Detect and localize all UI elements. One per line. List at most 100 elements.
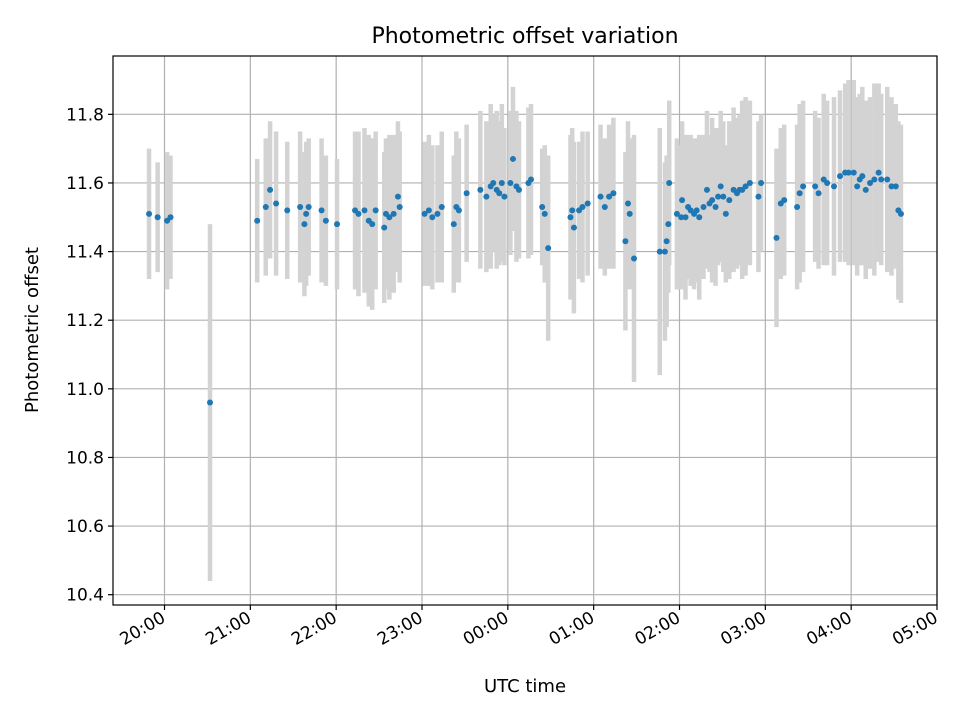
y-axis-ticks: 10.4 10.6 10.8 11.0 11.2 11.4 11.6 11.8 [66,105,113,606]
data-point [477,186,484,193]
data-point [334,221,341,228]
data-point [496,190,503,197]
data-point [845,169,852,176]
data-point [888,183,895,190]
data-point [755,193,762,200]
data-point [678,214,685,221]
data-point [396,203,403,210]
data-point [501,193,508,200]
data-point [742,183,749,190]
x-axis-label: UTC time [484,676,566,697]
grid-lines [113,56,938,605]
data-point [303,210,310,217]
data-point [897,210,904,217]
data-point [661,248,668,255]
data-point [498,179,505,186]
data-point [626,210,633,217]
data-point [579,203,586,210]
data-point [824,179,831,186]
data-point [273,200,280,207]
data-point [773,234,780,241]
data-point [850,169,857,176]
data-point [545,245,552,252]
data-point [700,203,707,210]
data-point [682,214,689,221]
data-point [154,214,161,221]
data-point [381,224,388,231]
data-point [663,238,670,245]
data-point [703,186,710,193]
data-point [631,255,638,262]
data-point [610,190,617,197]
data-point [463,190,470,197]
data-point [666,179,673,186]
data-point [601,203,608,210]
data-point [297,203,304,210]
data-point [892,183,899,190]
data-point [450,221,457,228]
data-point [434,210,441,217]
data-point [673,210,680,217]
data-point [318,207,325,214]
data-point [254,217,261,224]
data-point [372,207,379,214]
data-point [390,210,397,217]
data-point [369,221,376,228]
data-point [717,183,724,190]
y-axis-label: Photometric offset [22,247,43,413]
data-point [831,183,837,190]
data-point [746,179,753,186]
data-point [361,207,368,214]
data-point [584,200,591,207]
data-point [720,193,727,200]
y-tick-label: 11.2 [66,311,104,331]
chart-title: Photometric offset variation [371,24,678,49]
y-tick-label: 10.4 [66,586,104,606]
data-point [425,207,432,214]
data-point [854,183,861,190]
data-point [167,214,174,221]
data-point [515,186,522,193]
data-point [597,193,604,200]
data-point [509,155,516,162]
data-point [800,183,807,190]
data-point [781,197,788,204]
data-point [355,210,362,217]
data-point [878,176,885,183]
data-point [665,221,672,228]
y-tick-label: 11.0 [66,380,104,400]
data-point [541,210,548,217]
data-points [146,155,904,406]
data-point [815,190,822,197]
data-point [622,238,629,245]
data-point [394,193,401,200]
data-point [267,186,274,193]
data-point [438,203,445,210]
data-point [758,179,765,186]
data-point [322,217,329,224]
data-point [712,203,719,210]
data-point [715,193,722,200]
data-point [570,224,577,231]
data-point [305,203,312,210]
data-point [301,221,308,228]
data-point [837,173,844,180]
data-point [206,399,213,406]
data-point [483,193,490,200]
data-point [726,197,733,204]
data-point [567,214,574,221]
data-point [884,176,891,183]
y-tick-label: 10.6 [66,517,104,537]
data-point [812,183,819,190]
data-point [796,190,803,197]
plot-frame [112,55,938,606]
data-point [490,179,497,186]
y-tick-label: 10.8 [66,448,104,468]
data-point [539,203,546,210]
data-point [386,214,393,221]
data-point [679,197,686,204]
data-point [656,248,663,255]
data-point [693,207,700,214]
data-point [859,173,866,180]
